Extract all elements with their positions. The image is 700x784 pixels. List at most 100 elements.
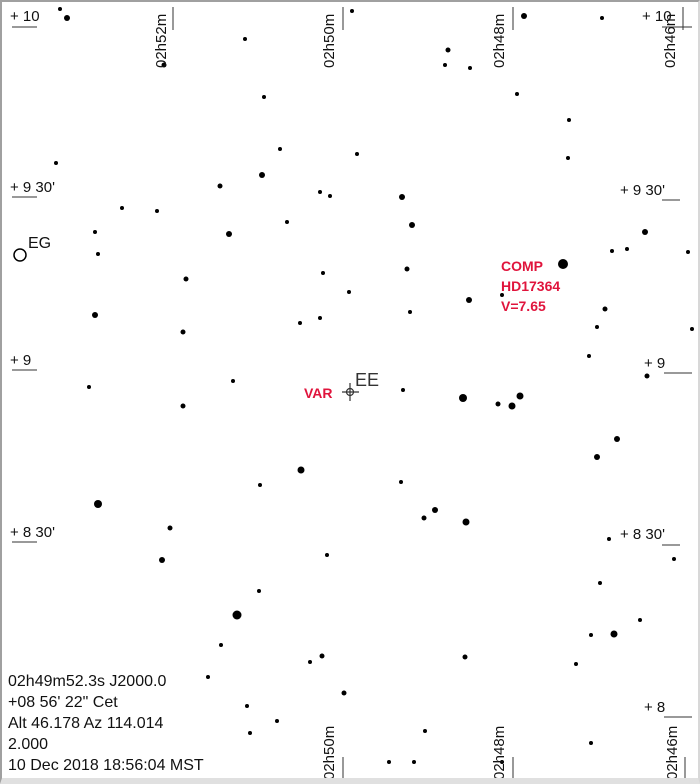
star[interactable] [459, 394, 467, 402]
star[interactable] [96, 252, 100, 256]
star[interactable] [183, 276, 189, 282]
star[interactable] [594, 454, 600, 460]
star[interactable] [468, 66, 472, 70]
star[interactable] [93, 230, 97, 234]
star[interactable] [399, 480, 403, 484]
star[interactable] [690, 327, 694, 331]
star[interactable] [574, 662, 578, 666]
star[interactable] [567, 118, 571, 122]
star[interactable] [401, 388, 405, 392]
star[interactable] [644, 373, 650, 379]
star[interactable] [259, 172, 265, 178]
star[interactable] [58, 7, 62, 11]
star[interactable] [423, 729, 427, 733]
star[interactable] [462, 654, 468, 660]
star[interactable] [298, 321, 302, 325]
star[interactable] [319, 653, 325, 659]
star[interactable] [445, 47, 451, 53]
star[interactable] [558, 259, 568, 269]
star[interactable] [587, 354, 591, 358]
star[interactable] [500, 760, 504, 764]
star[interactable] [248, 731, 252, 735]
star[interactable] [347, 290, 351, 294]
star[interactable] [516, 392, 524, 400]
star[interactable] [87, 385, 91, 389]
star[interactable] [325, 553, 329, 557]
star[interactable] [432, 507, 438, 513]
star[interactable] [155, 209, 159, 213]
comp-label[interactable]: COMP [501, 258, 543, 274]
var-crosshair-icon[interactable] [342, 383, 359, 401]
star[interactable] [262, 95, 266, 99]
star[interactable] [243, 37, 247, 41]
star[interactable] [642, 229, 648, 235]
star[interactable] [387, 760, 391, 764]
star[interactable] [350, 9, 354, 13]
star[interactable] [206, 675, 210, 679]
star[interactable] [443, 63, 447, 67]
star[interactable] [328, 194, 332, 198]
star[interactable] [598, 581, 602, 585]
star[interactable] [589, 633, 593, 637]
star[interactable] [602, 306, 608, 312]
star[interactable] [589, 741, 593, 745]
star[interactable] [341, 690, 347, 696]
star[interactable] [231, 379, 235, 383]
star[interactable] [245, 704, 249, 708]
star[interactable] [686, 250, 690, 254]
star[interactable] [625, 247, 629, 251]
star[interactable] [318, 190, 322, 194]
star[interactable] [257, 589, 261, 593]
star[interactable] [285, 220, 289, 224]
star[interactable] [120, 206, 124, 210]
star[interactable] [409, 222, 415, 228]
star[interactable] [462, 518, 470, 526]
star[interactable] [515, 92, 519, 96]
star[interactable] [159, 557, 165, 563]
star[interactable] [226, 231, 232, 237]
var-label[interactable]: VAR [304, 385, 333, 401]
star[interactable] [161, 62, 167, 68]
star[interactable] [638, 618, 642, 622]
eg-marker-icon[interactable] [13, 248, 27, 262]
star[interactable] [258, 483, 262, 487]
eg-label[interactable]: EG [28, 235, 52, 252]
star[interactable] [54, 161, 58, 165]
star[interactable] [404, 266, 410, 272]
star[interactable] [318, 316, 322, 320]
star[interactable] [595, 325, 599, 329]
star[interactable] [607, 537, 611, 541]
star[interactable] [275, 719, 279, 723]
star[interactable] [167, 525, 173, 531]
star[interactable] [232, 610, 242, 620]
star[interactable] [92, 312, 98, 318]
star[interactable] [219, 643, 223, 647]
ee-label[interactable]: EE [355, 370, 380, 390]
star[interactable] [64, 15, 70, 21]
star[interactable] [217, 183, 223, 189]
star[interactable] [566, 156, 570, 160]
star[interactable] [308, 660, 312, 664]
star[interactable] [672, 557, 676, 561]
star[interactable] [355, 152, 359, 156]
star[interactable] [399, 194, 405, 200]
star[interactable] [466, 297, 472, 303]
star[interactable] [412, 760, 416, 764]
star[interactable] [495, 401, 501, 407]
star[interactable] [521, 13, 527, 19]
star[interactable] [321, 271, 325, 275]
star[interactable] [610, 249, 614, 253]
star[interactable] [297, 466, 305, 474]
star[interactable] [614, 436, 620, 442]
star[interactable] [94, 500, 102, 508]
star[interactable] [610, 630, 618, 638]
star[interactable] [508, 402, 516, 410]
star[interactable] [421, 515, 427, 521]
star[interactable] [408, 310, 412, 314]
star[interactable] [278, 147, 282, 151]
star[interactable] [500, 293, 504, 297]
star[interactable] [180, 403, 186, 409]
star[interactable] [180, 329, 186, 335]
